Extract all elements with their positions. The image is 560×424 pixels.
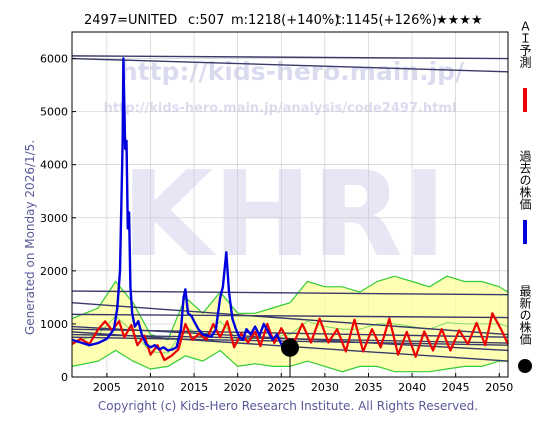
y-tick-label: 2000 [40, 265, 68, 278]
x-tick-label: 2035 [354, 381, 382, 394]
latest-point-dot [281, 338, 299, 357]
history-line [71, 57, 291, 352]
prediction-band [71, 275, 509, 373]
watermark-logo: KHRI [122, 145, 447, 283]
band-area [72, 276, 508, 372]
band-upper-edge [71, 275, 509, 341]
watermark-url-analysis: http://kids-hero.main.jp/analysis/code24… [104, 101, 457, 116]
prediction-line-layer [71, 312, 509, 362]
x-tick-label: 2030 [311, 381, 339, 394]
x-tick-label: 2020 [224, 381, 252, 394]
band-lower-edge [71, 349, 508, 373]
header-current: c:507 [188, 13, 224, 28]
x-tick-label: 2045 [442, 381, 470, 394]
legend-label: ＡＩ予測 [518, 20, 532, 69]
y-tick-label: 1000 [40, 318, 68, 331]
y-tick-label: 3000 [40, 212, 68, 225]
legend-label: 過去の株価 [518, 150, 532, 210]
x-tick-label: 2010 [136, 381, 164, 394]
generated-date-text: Generated on Monday 2026/1/5. [23, 140, 37, 335]
prediction-line [71, 312, 509, 362]
legend-label: 最新の株価 [518, 285, 532, 345]
header-rating: ★★★★ [436, 13, 483, 28]
x-tick-label: 2015 [180, 381, 208, 394]
trend-line [71, 290, 509, 296]
x-axis-ticks: 2005 2010 2015 2020 2025 2030 2035 2040 2045 2050 [93, 373, 513, 394]
y-tick-label: 6000 [40, 53, 68, 66]
x-tick-label: 2040 [398, 381, 426, 394]
x-tick-label: 2050 [485, 381, 513, 394]
header-max: m:1218(+140%) [231, 13, 339, 28]
y-tick-label: 4000 [40, 159, 68, 172]
history-line-layer [71, 57, 291, 352]
legend-marker-dot [518, 359, 532, 373]
header-target: t:1145(+126%) [336, 13, 437, 28]
latest-point-layer [281, 338, 299, 377]
plot-frame [71, 31, 509, 378]
trend-line [71, 328, 509, 338]
trend-line [71, 313, 509, 319]
trend-line [71, 55, 509, 60]
header-code-name: 2497=UNITED [84, 13, 177, 28]
trend-line [71, 301, 509, 336]
y-tick-label: 0 [61, 371, 68, 384]
copyright-text: Copyright (c) Kids-Hero Research Institu… [98, 399, 478, 413]
trend-line [71, 57, 509, 73]
y-axis-ticks: 0 1000 2000 3000 4000 5000 6000 [40, 53, 76, 384]
x-tick-label: 2005 [93, 381, 121, 394]
y-tick-label: 5000 [40, 106, 68, 119]
x-tick-label: 2025 [267, 381, 295, 394]
